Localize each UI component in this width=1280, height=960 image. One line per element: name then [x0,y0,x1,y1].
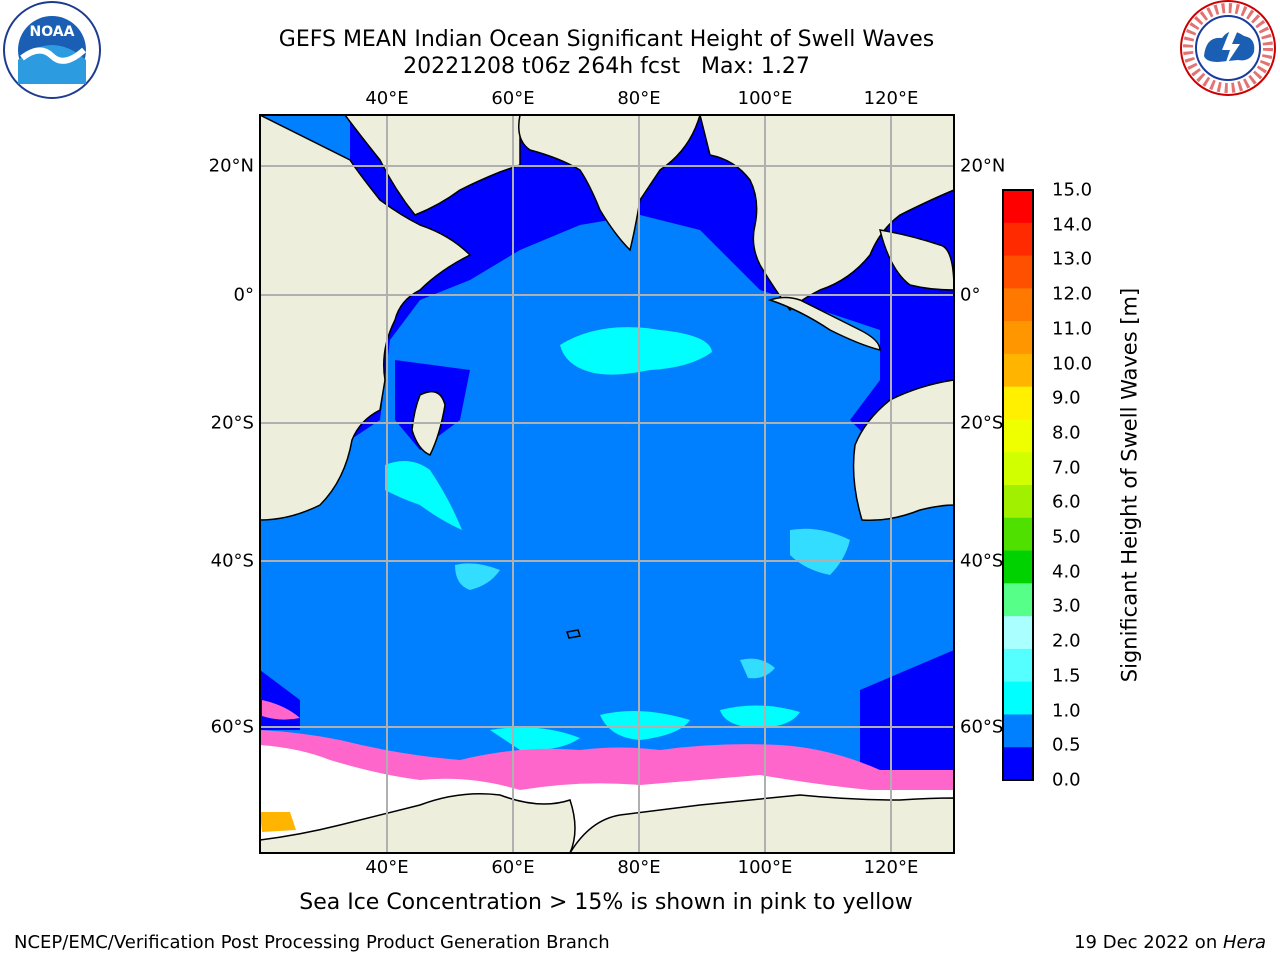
lat-tick-right-20n: 20°N [960,155,1006,177]
colorbar-segment [1003,714,1033,748]
swell-patch-south-3 [740,658,775,679]
lon-tick-bottom-80e: 80°E [617,857,661,878]
swell-patch-south-2 [720,705,800,728]
lat-tick-right-20s: 20°S [960,412,1004,434]
low-swell-southeast [860,650,954,790]
swell-patch-south-1 [600,711,690,740]
colorbar-segment [1003,288,1033,322]
lat-tick-right-0: 0° [960,284,981,306]
colorbar-tick-label: 2.0 [1052,630,1081,652]
colorbar-tick-label: 13.0 [1052,248,1093,270]
colorbar-tick-label: 5.0 [1052,526,1081,548]
colorbar-tick-label: 4.0 [1052,561,1081,583]
india-land [518,115,701,252]
lat-tick-left-40s: 40°S [210,550,254,572]
kerguelen-island [566,629,581,639]
map-subtitle: 20221208 t06z 264h fcst Max: 1.27 [403,54,810,79]
colorbar-segment [1003,648,1033,683]
lon-tick-top-80e: 80°E [617,88,661,109]
africa-arabia-land [260,115,521,521]
colorbar-tick-label: 11.0 [1052,318,1093,340]
colorbar-segment [1003,616,1033,650]
colorbar-tick-label: 0.0 [1052,769,1081,791]
colorbar-tick-label: 14.0 [1052,214,1093,236]
colorbar-tick-label: 0.5 [1052,734,1081,756]
noaa-logo: NOAA [3,1,101,99]
colorbar-tick-label: 10.0 [1052,353,1093,375]
colorbar [1002,189,1034,781]
lon-tick-top-60e: 60°E [491,88,535,109]
swell-patch-east [790,528,850,575]
colorbar-segment [1003,485,1033,519]
lat-tick-right-60s: 60°S [960,716,1004,738]
colorbar-segment [1003,747,1033,781]
colorbar-tick-label: 15.0 [1052,179,1093,201]
sea-ice-yellow [260,812,296,832]
lat-tick-left-20n: 20°N [208,155,254,177]
lat-lon-grid [260,115,954,853]
colorbar-segment [1003,222,1033,257]
colorbar-tick-label: 6.0 [1052,491,1081,513]
swell-patch-mozambique [385,461,462,530]
lon-tick-top-120e: 120°E [863,88,919,109]
colorbar-segment [1003,321,1033,355]
map-title: GEFS MEAN Indian Ocean Significant Heigh… [278,27,935,52]
colorbar-segment [1003,550,1033,584]
colorbar-tick-label: 9.0 [1052,387,1081,409]
colorbar-segment [1003,190,1033,224]
sea-ice-note: Sea Ice Concentration > 15% is shown in … [299,890,913,915]
swell-patch-west [455,563,500,590]
footer-branch: NCEP/EMC/Verification Post Processing Pr… [14,932,610,953]
colorbar-segment [1003,419,1033,453]
colorbar-tick-label: 3.0 [1052,595,1081,617]
sumatra-java-land [767,296,881,351]
colorbar-title: Significant Height of Swell Waves [m] [1117,287,1142,683]
colorbar-segment [1003,517,1033,552]
lat-tick-left-0: 0° [233,284,254,306]
antarctica-east [569,794,954,853]
sea-ice-small [262,700,300,720]
map-frame [259,114,955,854]
swell-patch-central [560,327,712,375]
colorbar-tick-label: 7.0 [1052,457,1081,479]
noaa-logo-text: NOAA [30,24,75,40]
colorbar-tick-label: 1.0 [1052,700,1081,722]
footer-date-text: 19 Dec 2022 on [1074,932,1223,953]
colorbar-segment [1003,583,1033,617]
colorbar-segment [1003,452,1033,486]
colorbar-segment [1003,386,1033,420]
nws-logo [1180,0,1276,96]
colorbar-tick-label: 12.0 [1052,283,1093,305]
lon-tick-top-100e: 100°E [737,88,793,109]
colorbar-segment [1003,353,1033,388]
antarctica-west [260,793,576,853]
australia-land [852,379,954,522]
lat-tick-right-40s: 40°S [960,550,1004,572]
colorbar-segment [1003,681,1033,715]
lon-tick-bottom-40e: 40°E [365,857,409,878]
lat-tick-left-60s: 60°S [210,716,254,738]
lon-tick-bottom-100e: 100°E [737,857,793,878]
colorbar-tick-label: 8.0 [1052,422,1081,444]
lat-tick-left-20s: 20°S [210,412,254,434]
colorbar-tick-label: 1.5 [1052,665,1081,687]
footer-host: Hera [1222,932,1266,953]
lon-tick-top-40e: 40°E [365,88,409,109]
colorbar-segment [1003,255,1033,289]
lon-tick-bottom-120e: 120°E [863,857,919,878]
lon-tick-bottom-60e: 60°E [491,857,535,878]
footer-date: 19 Dec 2022 on Hera [1074,932,1266,953]
